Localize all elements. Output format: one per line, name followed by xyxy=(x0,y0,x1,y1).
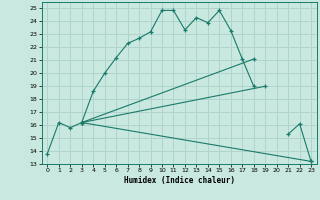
X-axis label: Humidex (Indice chaleur): Humidex (Indice chaleur) xyxy=(124,176,235,185)
